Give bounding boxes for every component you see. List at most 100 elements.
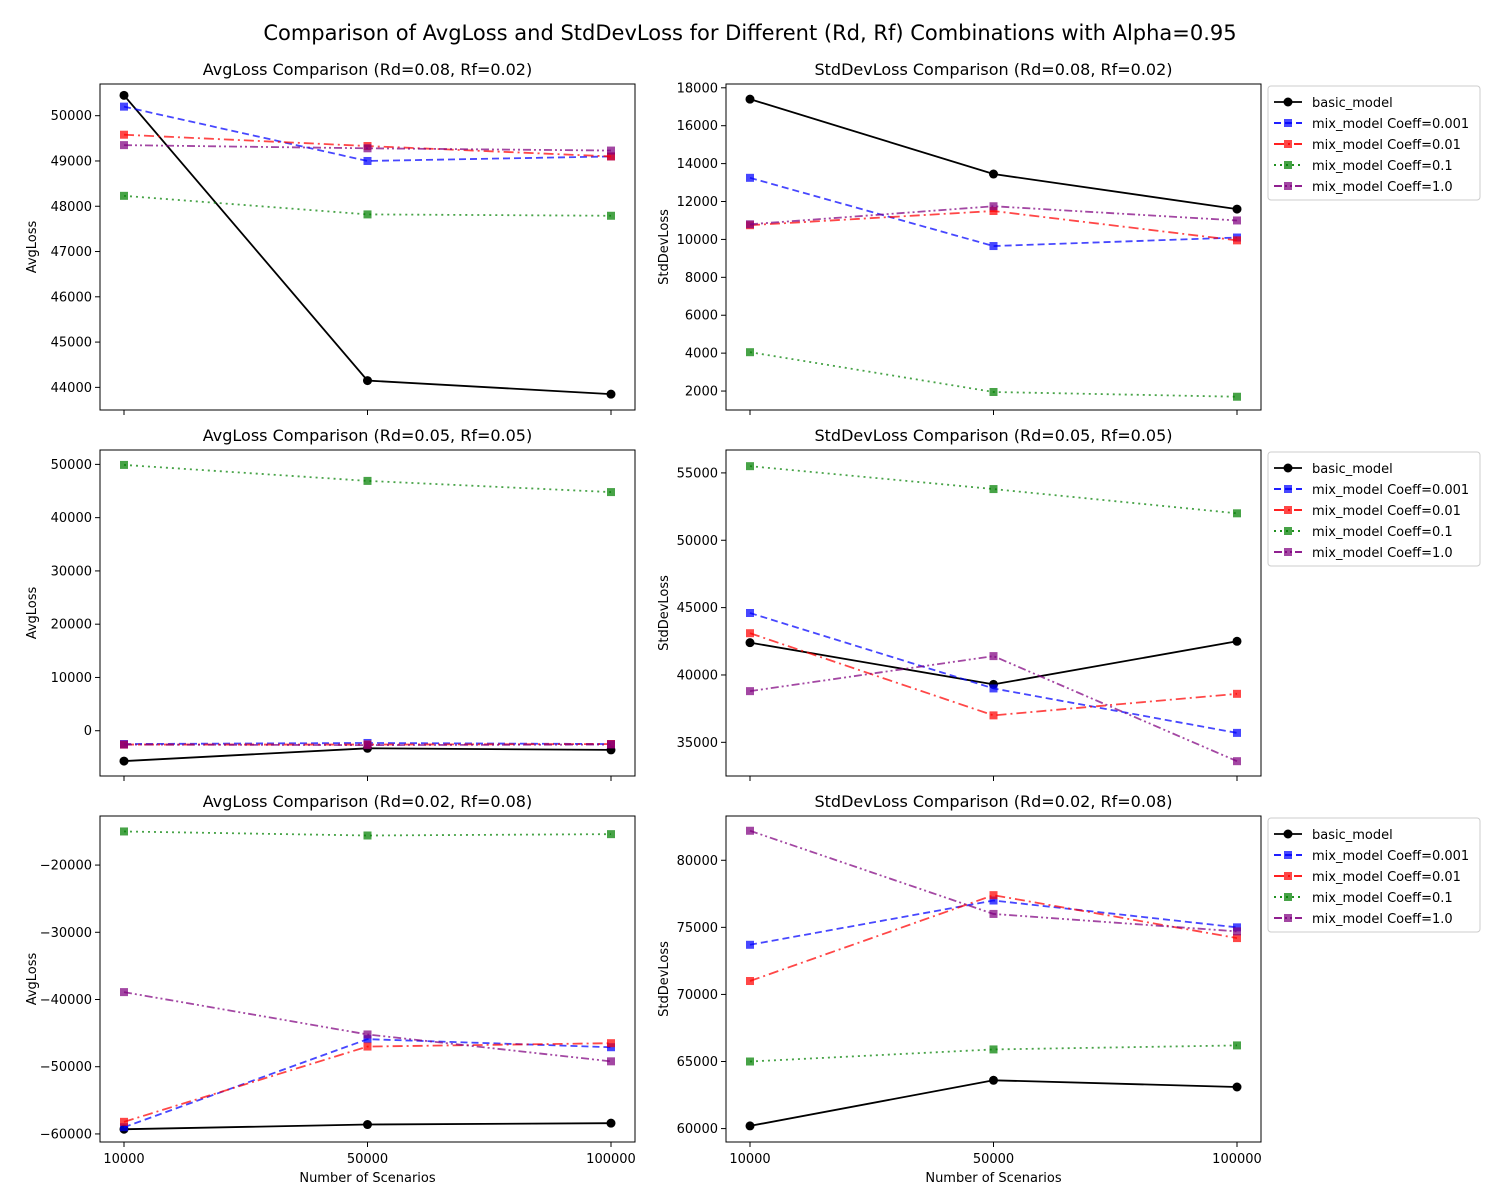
data-point (746, 462, 754, 471)
y-tick-label: 4000 (685, 347, 718, 362)
y-tick-label: 45000 (51, 336, 92, 351)
data-point (607, 211, 615, 220)
data-point (120, 988, 128, 997)
data-point (746, 173, 754, 182)
plot-frame (99, 449, 636, 777)
legend-label: basic_model (1312, 96, 1393, 111)
plot-frame (725, 449, 1262, 777)
y-tick-label: 44000 (51, 381, 92, 396)
legend: basic_model mix_model Coeff=0.001 mix_mode… (1267, 817, 1481, 933)
series-line (749, 899, 1238, 946)
x-tick-label: 50000 (347, 1152, 388, 1167)
series-line (123, 1038, 612, 1129)
y-axis-label: StdDevLoss (657, 575, 672, 651)
y-tick-label: 65000 (677, 1055, 718, 1070)
y-tick-label: 20000 (51, 618, 92, 633)
data-point (607, 146, 615, 155)
y-tick-label: −60000 (40, 1127, 92, 1142)
data-point (745, 1121, 755, 1131)
data-point (1233, 728, 1241, 737)
data-point (363, 1030, 372, 1039)
x-tick-label: 10000 (103, 1152, 144, 1167)
series-line (749, 1079, 1238, 1127)
data-point (119, 90, 129, 100)
plot-frame (99, 815, 636, 1143)
y-tick-label: 35000 (677, 736, 718, 751)
data-point (746, 348, 754, 357)
subplot-title: StdDevLoss Comparison (Rd=0.08, Rf=0.02) (814, 60, 1172, 79)
data-point (363, 144, 372, 153)
data-point (746, 940, 754, 949)
y-tick-label: 2000 (685, 385, 718, 400)
data-point (120, 740, 128, 749)
data-point (989, 1045, 998, 1054)
data-point (989, 387, 998, 396)
data-point (1233, 927, 1241, 936)
data-point (120, 827, 128, 836)
data-point (606, 1118, 616, 1128)
legend-box (1267, 817, 1481, 933)
y-tick-label: 49000 (51, 154, 92, 169)
data-point (989, 652, 998, 661)
legend-label: mix_model Coeff=0.01 (1312, 870, 1461, 885)
data-point (363, 1120, 372, 1130)
data-point (607, 1039, 615, 1048)
data-point (363, 210, 372, 219)
data-point (120, 102, 128, 111)
data-point (119, 756, 129, 766)
plot-frame (99, 83, 636, 411)
data-point (989, 909, 998, 918)
legend-label: mix_model Coeff=0.1 (1312, 525, 1453, 540)
y-axis-label: AvgLoss (25, 952, 40, 1005)
legend-marker (1284, 527, 1292, 535)
x-axis-label: Number of Scenarios (299, 1171, 436, 1186)
data-point (1232, 1082, 1242, 1092)
x-tick-label: 10000 (729, 1152, 770, 1167)
y-tick-label: −20000 (40, 859, 92, 874)
legend-label: basic_model (1312, 462, 1393, 477)
data-point (1233, 216, 1241, 225)
data-point (120, 1123, 128, 1132)
data-point (120, 130, 128, 139)
y-tick-label: 75000 (677, 921, 718, 936)
data-point (1232, 636, 1242, 646)
data-point (120, 141, 128, 150)
data-point (607, 1057, 615, 1066)
legend-label: mix_model Coeff=0.001 (1312, 117, 1469, 132)
data-point (746, 629, 754, 638)
data-point (363, 476, 372, 485)
data-point (746, 609, 754, 617)
data-point (607, 488, 615, 497)
legend-marker (1284, 182, 1292, 190)
data-point (363, 741, 372, 750)
data-point (746, 687, 754, 696)
data-point (1233, 934, 1241, 943)
y-axis-label: StdDevLoss (657, 209, 672, 285)
data-point (363, 1042, 372, 1051)
legend-box (1267, 85, 1481, 201)
data-point (746, 826, 754, 835)
legend-marker (1284, 851, 1292, 859)
data-point (745, 638, 755, 648)
series-line (749, 210, 1238, 242)
y-tick-label: 60000 (677, 1122, 718, 1137)
x-axis-label: Number of Scenarios (925, 1171, 1062, 1186)
data-point (746, 977, 754, 986)
legend: basic_model mix_model Coeff=0.001 mix_mode… (1267, 85, 1481, 201)
data-point (1232, 204, 1242, 214)
data-point (1233, 757, 1241, 766)
y-tick-label: 55000 (677, 466, 718, 481)
data-point (606, 389, 616, 399)
data-point (989, 206, 998, 215)
y-tick-label: 0 (84, 724, 92, 739)
legend-marker (1284, 161, 1292, 169)
data-point (1233, 923, 1241, 932)
legend-marker (1284, 872, 1292, 880)
data-point (1233, 392, 1241, 401)
series-line (123, 991, 612, 1063)
subplot-3: AvgLoss Comparison (Rd=0.05, Rf=0.05) 0 10… (25, 426, 636, 781)
legend-marker (1284, 893, 1292, 901)
data-point (607, 740, 615, 749)
y-tick-label: 80000 (677, 854, 718, 869)
legend-marker (1283, 829, 1293, 839)
